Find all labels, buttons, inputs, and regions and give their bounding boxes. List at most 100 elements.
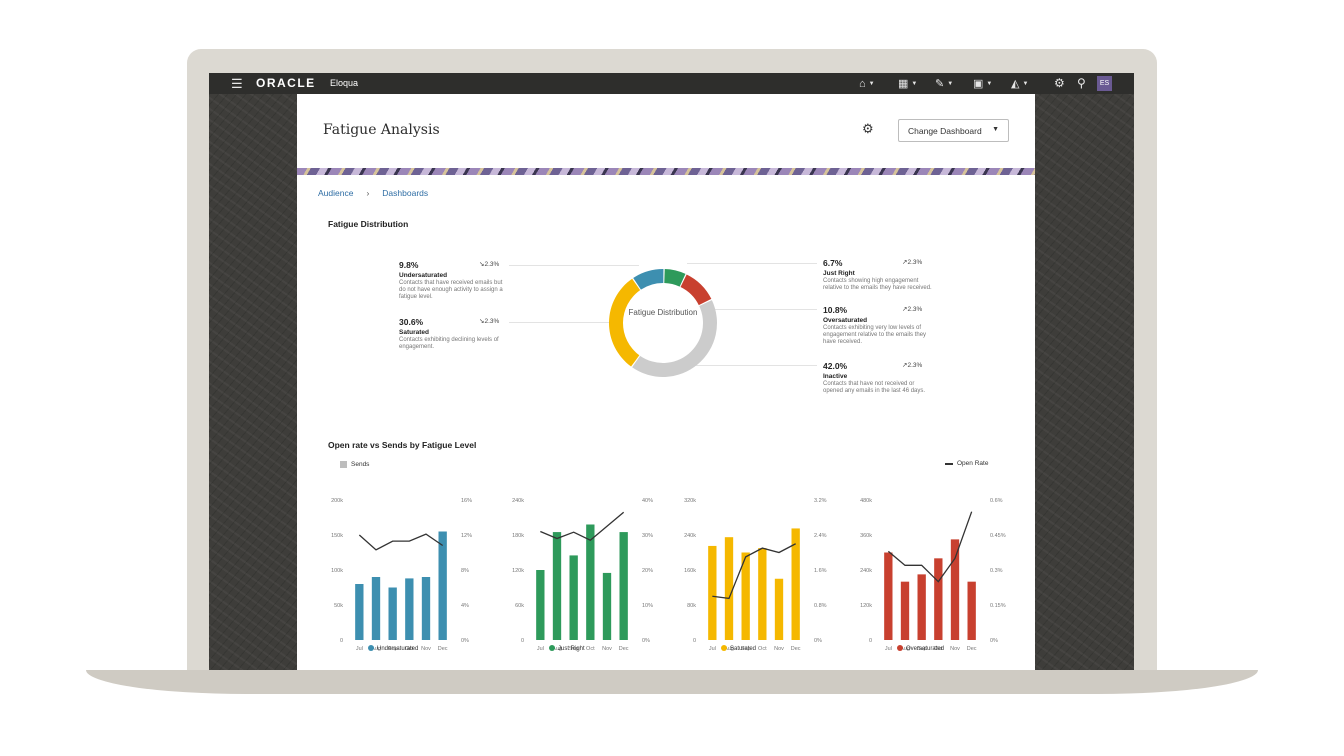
grid-icon: ▦ [898,78,909,90]
x-tick-label: Jul [537,646,544,652]
dist-desc: Contacts that have received emails but d… [399,280,503,300]
right-tick-label: 1.6% [814,568,827,574]
left-tick-label: 320k [684,498,696,504]
breadcrumb-dashboards[interactable]: Dashboards [382,188,429,198]
chevron-right-icon: › [366,188,370,198]
bar-aug [552,532,562,640]
left-tick-label: 50k [334,603,343,609]
laptop-base [86,670,1258,694]
left-tick-label: 240k [860,568,872,574]
dist-desc: Contacts exhibiting very low levels of e… [823,325,927,345]
x-tick-label: Aug [900,646,910,652]
open-rate-legend: Open Rate [945,460,988,467]
left-tick-label: 0 [340,638,343,644]
left-tick-label: 0 [521,638,524,644]
chevron-down-icon: ▼ [986,80,993,87]
dist-pct: 9.8% [399,260,419,270]
breadcrumb: Audience › Dashboards [318,188,428,198]
avatar[interactable]: ES [1097,76,1112,91]
x-tick-label: Dec [619,646,629,652]
bar-dec [967,581,976,640]
dist-pct: 30.6% [399,317,424,327]
sends-legend: Sends [340,461,369,468]
dist-name: Oversaturated [823,317,868,324]
search-icon[interactable]: ⚲ [1077,76,1086,90]
right-tick-label: 0% [461,638,469,644]
gear-icon[interactable]: ⚙ [1054,76,1065,90]
product-name: Eloqua [330,78,359,88]
right-tick-label: 0% [642,638,650,644]
left-tick-label: 200k [331,498,343,504]
nav-assets[interactable]: ▦ ▼ [898,73,917,94]
x-tick-label: Nov [421,646,431,652]
trend-up-icon: ↗2.3% [902,259,923,266]
dist-pct: 10.8% [823,305,848,315]
x-tick-label: Jul [709,646,716,652]
leader-line [712,309,817,310]
x-tick-label: Sep [388,646,398,652]
right-tick-label: 8% [461,568,469,574]
x-tick-label: Dec [967,646,977,652]
left-tick-label: 240k [512,498,524,504]
x-tick-label: Aug [552,646,562,652]
donut-slice-undersaturated [633,269,664,290]
right-tick-label: 0.15% [990,603,1006,609]
breadcrumb-audience[interactable]: Audience [318,188,354,198]
left-tick-label: 120k [512,568,524,574]
x-tick-label: Nov [602,646,612,652]
right-tick-label: 16% [461,498,472,504]
right-tick-label: 40% [642,498,653,504]
open-rate-legend-label: Open Rate [957,460,989,467]
bar-sep [741,552,750,640]
dist-name: Just Right [823,270,855,277]
dist-name: Saturated [399,329,429,336]
left-tick-label: 360k [860,533,872,539]
trend-up-icon: ↗2.3% [902,306,923,313]
right-tick-label: 3.2% [814,498,827,504]
dist-item-undersaturated: 9.8% ↘2.3% Undersaturated Contacts that … [399,260,509,301]
bar-nov [421,577,431,640]
right-tick-label: 0% [814,638,822,644]
dist-trend-value: 2.3% [907,306,923,313]
chevron-down-icon: ▼ [868,80,875,87]
bar-jul [884,552,893,640]
x-tick-label: Oct [405,646,414,652]
x-tick-label: Sep [917,646,927,652]
nav-analytics[interactable]: ◭ ▼ [1011,73,1028,94]
donut-slice-inactive [632,300,717,377]
dashboard-settings-gear-icon[interactable]: ⚙ [862,121,874,136]
open-rate-section-title: Open rate vs Sends by Fatigue Level [328,440,477,450]
dist-name: Undersaturated [399,272,448,279]
x-tick-label: Jul [356,646,363,652]
legend-label: Saturated [730,646,756,652]
dist-pct: 6.7% [823,258,843,268]
dist-name: Inactive [823,373,848,380]
nav-contacts[interactable]: ▣ ▼ [973,73,992,94]
nav-campaigns[interactable]: ✎ ▼ [935,73,953,94]
bar-nov [774,578,784,640]
right-tick-label: 2.4% [814,533,827,539]
dashboard-panel: Fatigue Analysis ⚙ Change Dashboard ▼ Au… [297,94,1035,670]
left-tick-label: 80k [687,603,696,609]
bar-oct [758,548,767,640]
nav-home[interactable]: ⌂ ▼ [859,73,875,94]
left-tick-label: 160k [684,568,696,574]
right-tick-label: 0.6% [990,498,1003,504]
x-tick-label: Oct [934,646,943,652]
analytics-icon: ◭ [1011,78,1020,90]
x-tick-label: Nov [950,646,960,652]
hamburger-icon[interactable]: ☰ [231,76,243,91]
trend-down-icon: ↘2.3% [479,318,500,325]
chart-just-right: 0 60k 120k 180k 240k 0% 10% 20% 30% 40% Jul Aug Sep O… [504,474,664,654]
bar-sep [388,587,397,640]
contacts-icon: ▣ [973,78,984,90]
bar-aug [900,581,910,640]
trend-down-icon: ↘2.3% [479,261,500,268]
right-tick-label: 10% [642,603,653,609]
leader-line [509,265,639,266]
left-tick-label: 0 [693,638,696,644]
donut-center-label: Fatigue Distribution [628,308,698,317]
sends-legend-label: Sends [351,461,370,468]
change-dashboard-button[interactable]: Change Dashboard ▼ [898,119,1009,142]
open-rate-line [358,533,444,551]
